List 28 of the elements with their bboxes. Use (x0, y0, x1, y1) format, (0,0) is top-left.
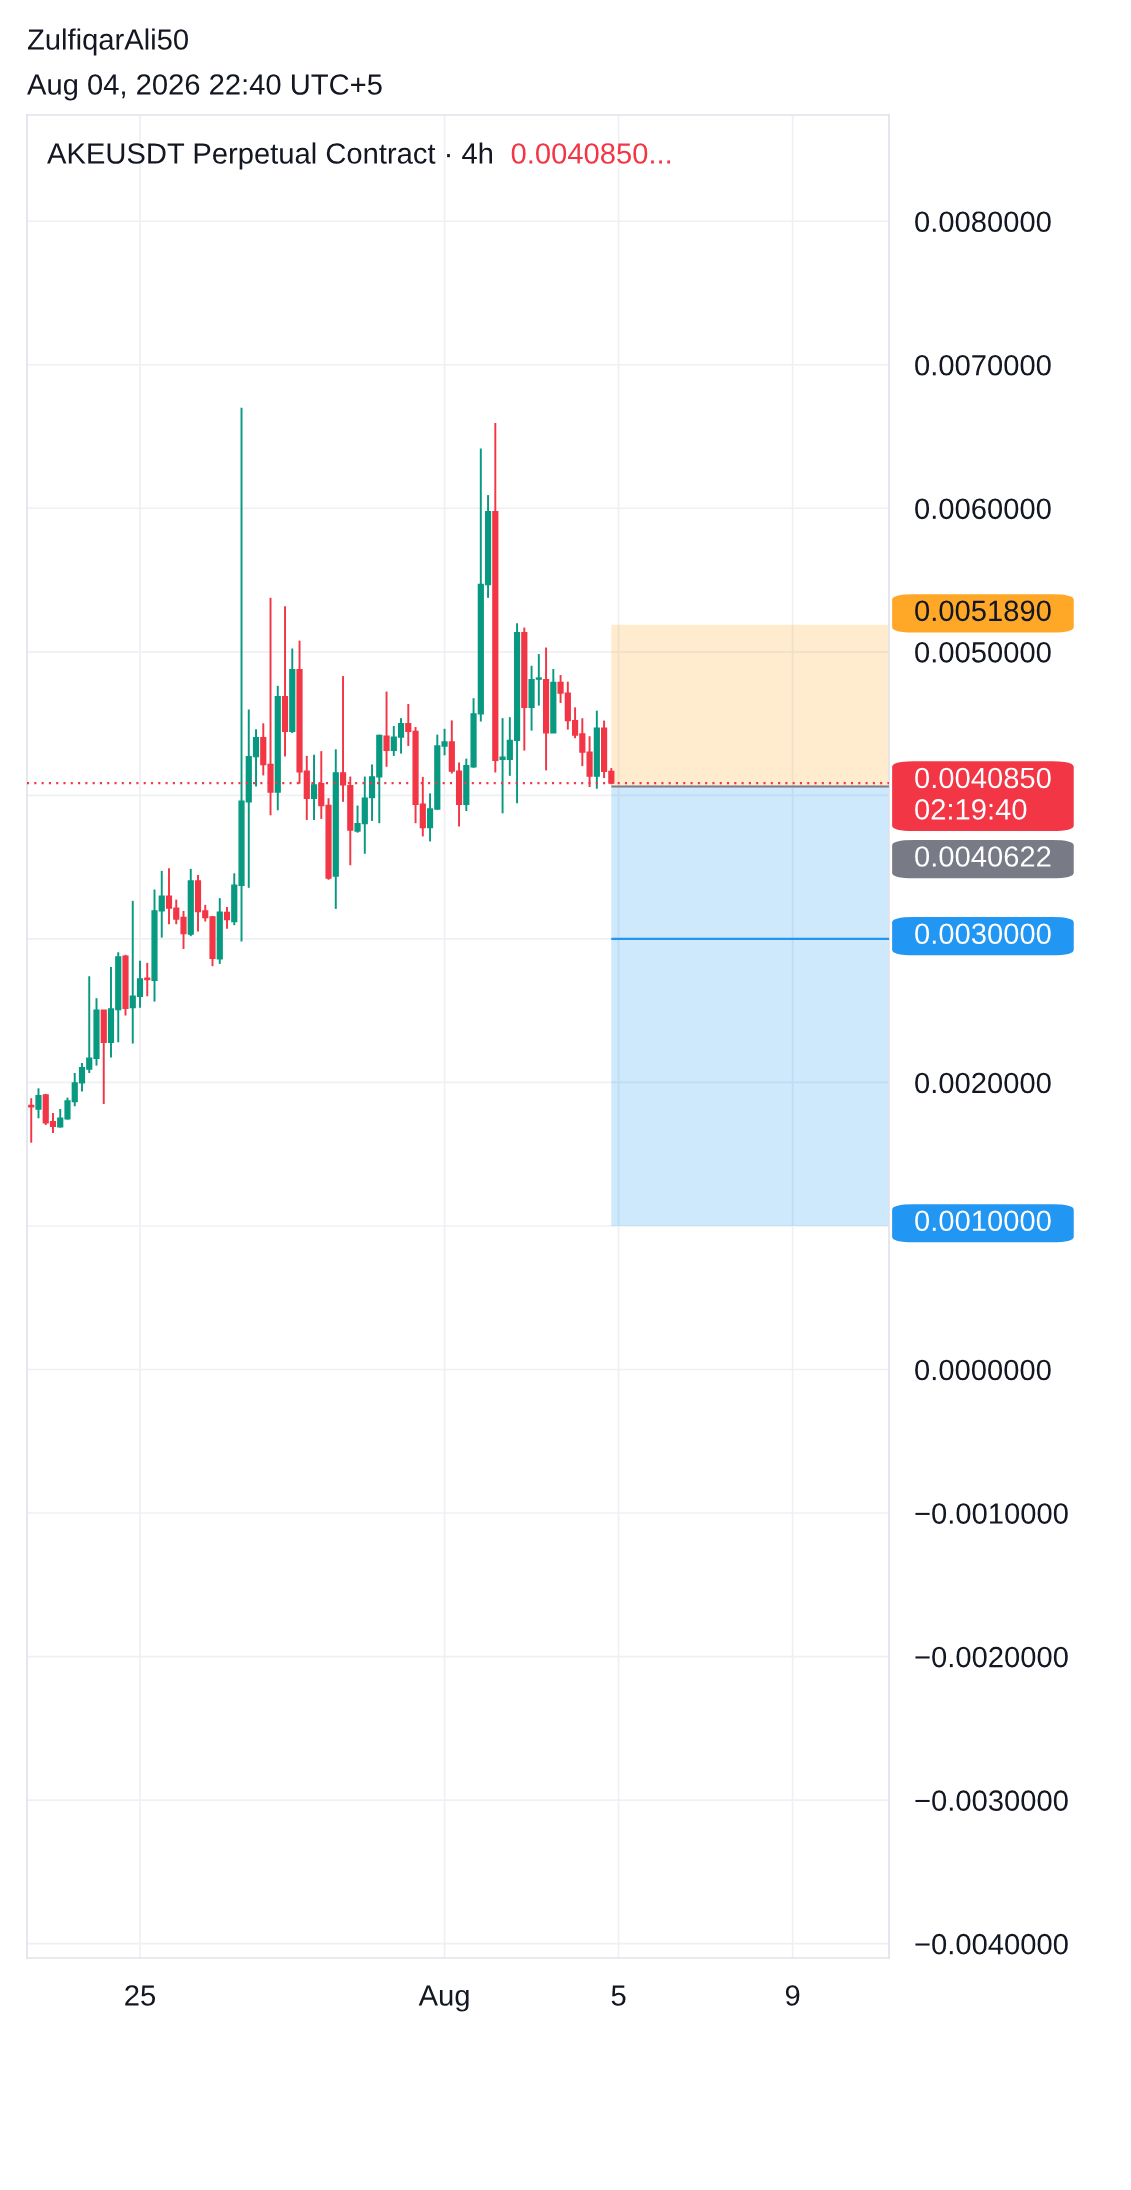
text: ZulfiqarAli50 (27, 28, 188, 56)
ref-line-label: 0.0030000 (915, 923, 1051, 945)
x-tick-label: Aug (418, 1985, 469, 2012)
y-tick-label: 0.0060000 (915, 498, 1051, 520)
y-tick-label: 0.0000000 (915, 1359, 1051, 1381)
x-tick-label: 9 (785, 1985, 800, 2006)
band-label: 0.0010000 (915, 1210, 1051, 1232)
x-tick-label: 25 (125, 1985, 155, 2006)
text: 0.0040850... (511, 143, 671, 164)
y-tick-label: −0.0030000 (915, 1790, 1068, 1811)
candlestick (383, 690, 390, 768)
y-tick-label: 0.0020000 (915, 1072, 1051, 1094)
y-tick-label: −0.0040000 (915, 1933, 1068, 1955)
y-tick-label: 0.0070000 (915, 354, 1051, 376)
y-tick-label: 0.0050000 (915, 642, 1051, 663)
candlestick (223, 906, 231, 930)
x-tick-label: 5 (611, 1985, 626, 2006)
band-label: 0.0051890 (915, 600, 1051, 622)
text: Aug 04, 2026 22:40 UTC+5 (27, 74, 382, 101)
candlestick (310, 753, 318, 822)
candlestick (28, 1097, 35, 1144)
y-tick-label: 0.0080000 (915, 211, 1051, 233)
y-tick-label: −0.0020000 (915, 1646, 1068, 1668)
ref-line-label: 0.0040622 (915, 846, 1051, 867)
candlestick (35, 1087, 42, 1120)
ref-line-label: 0.0040850 02:19:40 (915, 767, 1051, 820)
text: AKEUSDT Perpetual Contract · 4h (47, 142, 493, 170)
y-tick-label: −0.0010000 (915, 1503, 1068, 1524)
